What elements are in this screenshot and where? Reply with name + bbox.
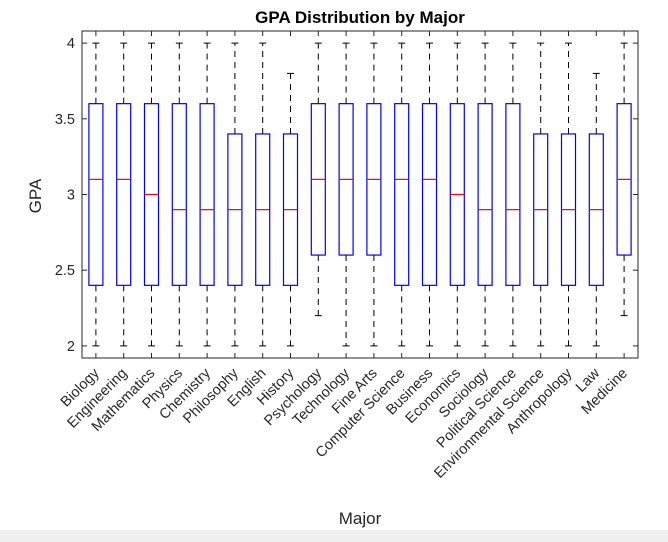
- box-computer-science: [394, 31, 410, 358]
- box-medicine: [616, 31, 632, 358]
- box-anthropology: [560, 31, 577, 358]
- box-economics: [449, 31, 465, 358]
- box-engineering: [116, 31, 132, 358]
- iqr-box: [199, 103, 215, 286]
- y-tick-label: 2.5: [55, 263, 75, 279]
- box-mathematics: [143, 31, 160, 358]
- iqr-box: [116, 103, 132, 286]
- axes-frame: [81, 30, 639, 359]
- box-history: [282, 31, 299, 358]
- box-biology: [88, 31, 104, 358]
- y-tick-label: 2: [67, 339, 75, 355]
- box-psychology: [310, 31, 326, 358]
- bottom-strip: [0, 530, 668, 542]
- iqr-box: [477, 103, 493, 286]
- box-sociology: [477, 31, 493, 358]
- iqr-box: [394, 103, 410, 286]
- chart-title: GPA Distribution by Major: [255, 8, 465, 27]
- box-physics: [171, 31, 187, 358]
- iqr-box: [421, 103, 438, 286]
- y-axis-label: GPA: [26, 178, 45, 213]
- box-philosophy: [227, 31, 243, 358]
- x-axis-label: Major: [339, 509, 382, 528]
- iqr-box: [88, 103, 104, 286]
- x-tick-labels: BiologyEngineeringMathematicsPhysicsChem…: [58, 365, 631, 482]
- box-technology: [338, 31, 354, 358]
- y-ticks: 2 2.5 3 3.5 4: [55, 36, 638, 355]
- plot-area: [81, 30, 639, 359]
- box-political-science: [505, 31, 521, 358]
- iqr-box: [505, 103, 521, 286]
- box-fine-arts: [366, 31, 382, 358]
- box-law: [588, 31, 604, 358]
- iqr-box: [171, 103, 187, 286]
- y-tick-label: 4: [67, 36, 75, 52]
- box-environmental-science: [533, 31, 549, 358]
- y-tick-label: 3.5: [55, 112, 75, 128]
- y-tick-label: 3: [67, 188, 75, 204]
- box-english: [255, 31, 271, 358]
- box-business: [421, 31, 438, 358]
- box-chemistry: [199, 31, 215, 358]
